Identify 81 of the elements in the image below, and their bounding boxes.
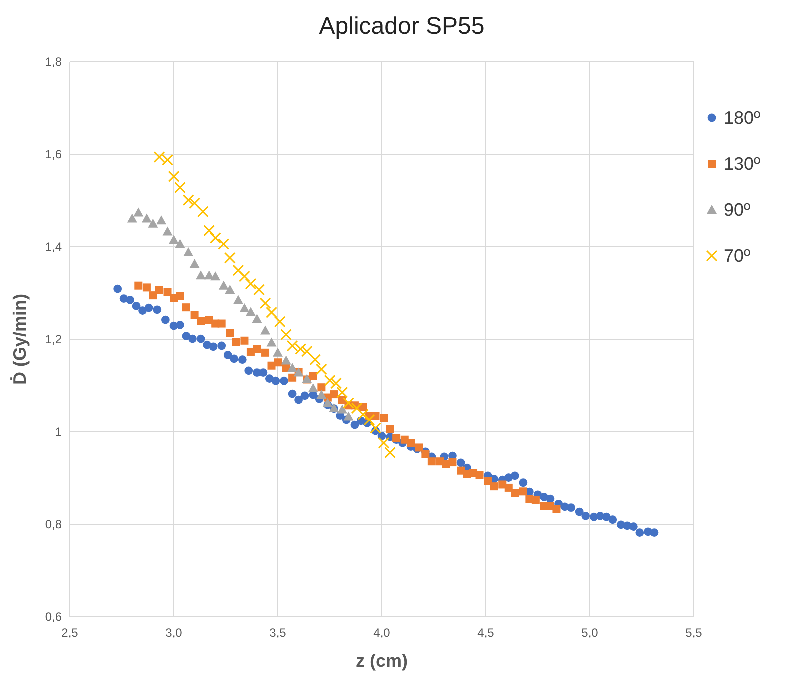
point [364,414,376,426]
point [288,363,298,372]
point [301,346,313,358]
y-tick-label: 0,6 [45,610,62,624]
point [266,306,278,318]
point [190,259,200,268]
point [189,198,201,210]
point [175,239,186,248]
point [274,316,286,328]
point [324,374,336,386]
point [316,390,327,399]
point [322,398,333,408]
x-tick-label: 4,5 [478,626,495,640]
point [281,356,292,365]
point [233,295,244,304]
point [156,216,167,225]
point [238,270,250,282]
point [286,340,298,352]
y-tick-label: 1,6 [45,148,62,162]
point [224,252,236,264]
x-axis-title: z (cm) [356,651,408,671]
point [310,354,322,366]
point [142,214,152,223]
point [316,364,328,376]
y-axis-title: Ḋ (Gy/min) [10,294,30,386]
x-tick-label: 5,5 [686,626,703,640]
point [204,225,216,237]
point [169,235,179,244]
point [308,384,318,393]
point [378,437,390,449]
point [370,422,382,434]
point [295,343,307,355]
point [358,409,370,421]
x-tick-label: 3,5 [270,626,287,640]
point [168,170,180,182]
legend-label: 180º [724,108,762,128]
point [232,264,244,276]
point [197,206,209,218]
point [184,248,194,257]
x-tick-label: 2,5 [62,626,79,640]
point [182,194,194,206]
y-tick-label: 0,8 [45,518,62,532]
point [134,208,144,217]
point [254,284,266,296]
x-tick-label: 3,0 [166,626,183,640]
point [196,270,206,280]
point [344,412,354,421]
point [260,326,271,335]
y-tick-label: 1,2 [45,332,62,346]
point [148,218,158,228]
point [225,285,236,294]
point [273,348,283,357]
y-tick-label: 1,8 [45,55,62,69]
point [252,314,262,324]
point [210,232,222,244]
point [342,398,354,410]
x-tick-label: 4,0 [374,626,391,640]
point [127,214,138,223]
point [218,238,230,250]
point [218,280,229,290]
point [266,338,277,347]
y-tick-label: 1,4 [45,240,62,254]
point [351,402,363,414]
legend-label: 70º [724,246,752,266]
point [330,378,342,390]
point [337,404,348,414]
point [384,447,396,459]
point [246,307,256,316]
point [336,386,348,398]
point [245,278,257,290]
point [174,182,186,194]
y-tick-label: 1 [55,425,62,439]
legend-label: 90º [724,200,752,220]
point [280,329,292,341]
legend-label: 130º [724,154,762,174]
x-tick-label: 5,0 [582,626,599,640]
point [162,226,173,236]
chart-title: Aplicador SP55 [319,13,485,40]
point [240,304,250,313]
point [260,298,272,310]
point [210,272,221,281]
